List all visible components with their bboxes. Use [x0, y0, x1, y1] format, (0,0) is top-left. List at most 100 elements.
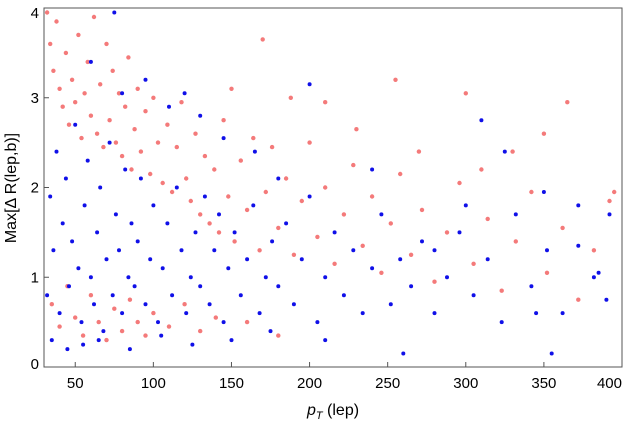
scatter-point-s0-4: [57, 86, 62, 92]
scatter-point-s1-54: [257, 311, 262, 316]
scatter-point-s1-75: [445, 275, 449, 280]
scatter-point-s0-46: [212, 167, 217, 172]
scatter-point-s1-23: [117, 248, 121, 253]
scatter-point-s1-45: [207, 302, 212, 307]
scatter-point-s0-113: [151, 310, 156, 316]
scatter-point-s1-112: [81, 342, 86, 347]
scatter-point-s0-81: [529, 189, 534, 195]
scatter-point-s0-3: [54, 19, 59, 24]
scatter-point-s1-76: [457, 230, 462, 235]
scatter-point-s1-58: [284, 221, 289, 226]
scatter-point-s0-111: [135, 319, 140, 325]
scatter-point-s0-39: [179, 100, 184, 105]
points-layer: [44, 10, 617, 356]
scatter-point-s0-50: [232, 239, 237, 244]
scatter-point-s1-26: [126, 275, 131, 280]
scatter-point-s0-99: [541, 131, 547, 136]
scatter-point-s0-5: [60, 104, 65, 109]
scatter-point-s1-40: [184, 311, 189, 316]
scatter-point-s0-104: [80, 333, 86, 338]
scatter-point-s0-114: [166, 324, 172, 329]
scatter-point-s0-67: [360, 243, 365, 248]
scatter-point-s1-78: [485, 257, 490, 262]
scatter-point-s0-36: [165, 122, 170, 127]
scatter-point-s1-86: [607, 212, 612, 217]
scatter-point-s0-115: [182, 302, 187, 307]
scatter-point-s1-83: [560, 311, 565, 316]
scatter-point-s0-45: [207, 221, 212, 226]
scatter-point-s1-44: [202, 194, 207, 199]
scatter-point-s1-56: [270, 239, 275, 244]
scatter-point-s1-98: [463, 203, 468, 208]
scatter-point-s1-113: [96, 338, 101, 343]
scatter-point-s0-18: [101, 144, 106, 150]
scatter-point-s0-66: [351, 162, 356, 168]
scatter-point-s1-77: [471, 293, 476, 298]
scatter-point-s1-16: [95, 230, 100, 235]
y-tick-label: 2: [31, 180, 39, 197]
scatter-point-s1-99: [370, 167, 375, 172]
scatter-point-s0-19: [104, 41, 109, 47]
scatter-point-s0-108: [112, 306, 117, 311]
y-tick-label: 0: [31, 356, 39, 373]
scatter-point-s1-3: [54, 149, 59, 154]
scatter-point-s0-78: [485, 216, 490, 222]
scatter-point-s1-111: [65, 347, 70, 352]
scatter-point-s0-119: [276, 333, 281, 338]
scatter-point-s1-81: [529, 284, 534, 289]
scatter-point-s0-2: [51, 68, 56, 74]
scatter-point-s0-33: [151, 95, 156, 101]
scatter-point-s1-118: [268, 329, 273, 334]
scatter-point-s0-107: [104, 337, 109, 343]
scatter-point-s0-74: [432, 279, 437, 284]
y-tick-label: 3: [31, 90, 39, 107]
scatter-point-s0-101: [57, 324, 62, 329]
scatter-point-s0-6: [63, 50, 69, 56]
scatter-point-s1-117: [229, 338, 234, 343]
scatter-point-s0-58: [283, 176, 289, 181]
scatter-point-s0-68: [369, 194, 375, 199]
y-tick-label: 4: [31, 5, 39, 22]
scatter-point-s1-96: [432, 248, 437, 253]
scatter-point-s0-48: [221, 118, 226, 123]
scatter-point-s1-27: [129, 221, 134, 226]
scatter-point-s0-16: [94, 131, 100, 136]
scatter-point-s1-63: [323, 275, 328, 280]
scatter-point-s0-31: [143, 109, 148, 114]
scatter-point-s1-41: [188, 275, 193, 280]
scatter-point-s0-9: [73, 100, 78, 105]
scatter-point-s1-109: [182, 91, 187, 96]
scatter-point-s0-27: [129, 167, 134, 172]
scatter-point-s0-32: [148, 171, 153, 177]
scatter-point-s0-83: [560, 225, 565, 231]
scatter-point-s1-20: [107, 140, 112, 145]
scatter-point-s1-13: [85, 158, 90, 163]
scatter-point-s0-116: [198, 328, 203, 334]
scatter-point-s1-12: [82, 203, 87, 208]
scatter-point-s1-66: [351, 248, 356, 253]
scatter-point-s0-89: [323, 100, 328, 105]
scatter-point-s1-35: [160, 266, 165, 271]
scatter-point-s1-119: [323, 338, 328, 343]
scatter-point-s1-87: [307, 82, 312, 87]
scatter-point-s0-0: [44, 10, 50, 15]
scatter-point-s0-79: [499, 288, 504, 293]
scatter-point-s0-11: [79, 135, 84, 141]
scatter-point-s1-8: [70, 239, 75, 244]
x-tick-label: 300: [453, 375, 478, 392]
scatter-point-s1-100: [88, 59, 93, 64]
x-tick-label: 50: [67, 375, 84, 392]
scatter-point-s0-118: [244, 319, 250, 325]
scatter-point-s1-21: [110, 293, 115, 298]
scatter-point-s0-97: [416, 149, 422, 154]
scatter-point-s0-35: [160, 180, 165, 186]
scatter-point-s1-64: [332, 230, 337, 235]
scatter-point-s0-8: [69, 77, 75, 83]
scatter-point-s0-96: [354, 127, 359, 132]
x-axis-label-rest: (lep): [323, 402, 359, 419]
scatter-point-s0-10: [76, 32, 81, 38]
scatter-point-s1-82: [545, 248, 549, 253]
scatter-point-s0-13: [85, 59, 90, 65]
scatter-point-s1-1: [48, 194, 53, 199]
scatter-point-s1-18: [101, 329, 106, 334]
